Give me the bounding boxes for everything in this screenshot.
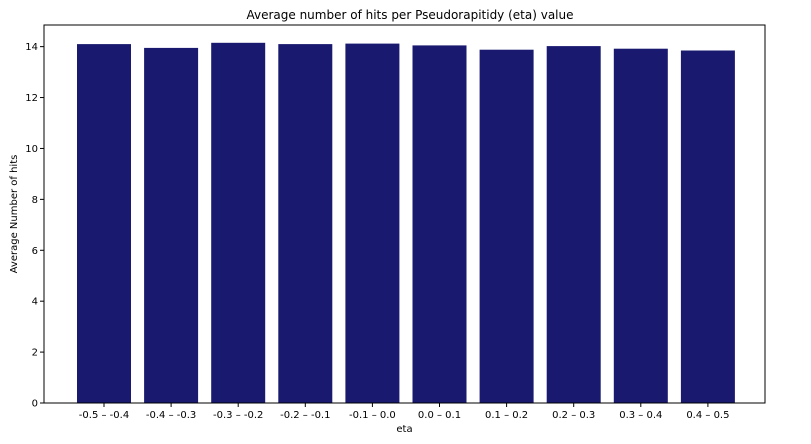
y-tick-label: 10 (25, 144, 38, 155)
y-tick-label: 12 (25, 93, 38, 104)
y-tick-label: 14 (25, 42, 38, 53)
y-tick-label: 2 (32, 348, 38, 359)
bar-7 (546, 46, 601, 403)
y-tick-label: 6 (32, 246, 38, 257)
x-tick-label: -0.2 – -0.1 (280, 410, 330, 421)
bar-3 (278, 44, 333, 403)
x-tick-label: 0.0 – 0.1 (418, 410, 461, 421)
bar-8 (613, 48, 668, 403)
bar-1 (144, 47, 199, 404)
x-tick-label: 0.3 – 0.4 (619, 410, 662, 421)
bar-4 (345, 43, 400, 403)
y-tick-label: 0 (32, 399, 38, 410)
bar-5 (412, 45, 467, 404)
chart-title: Average number of hits per Pseudorapitid… (246, 8, 573, 22)
x-tick-label: -0.1 – 0.0 (349, 410, 396, 421)
y-tick-label: 8 (32, 195, 38, 206)
bars-group (77, 42, 735, 404)
bar-9 (680, 50, 735, 403)
bar-6 (479, 49, 534, 403)
y-axis-title: Average Number of hits (9, 155, 20, 274)
x-tick-label: -0.5 – -0.4 (79, 410, 129, 421)
bar-0 (77, 44, 131, 403)
y-tick-label: 4 (32, 297, 38, 308)
x-axis: -0.5 – -0.4 -0.4 – -0.3 -0.3 – -0.2 -0.2 – … (79, 403, 729, 421)
x-axis-title: eta (396, 424, 412, 435)
plot-area-frame (43, 24, 766, 404)
x-tick-label: 0.4 – 0.5 (686, 410, 729, 421)
x-tick-label: -0.4 – -0.3 (146, 410, 196, 421)
x-tick-label: -0.3 – -0.2 (213, 410, 263, 421)
y-axis: 0 2 4 6 8 10 12 14 (25, 42, 44, 410)
bar-2 (211, 42, 266, 404)
x-tick-label: 0.1 – 0.2 (485, 410, 528, 421)
x-tick-label: 0.2 – 0.3 (552, 410, 595, 421)
